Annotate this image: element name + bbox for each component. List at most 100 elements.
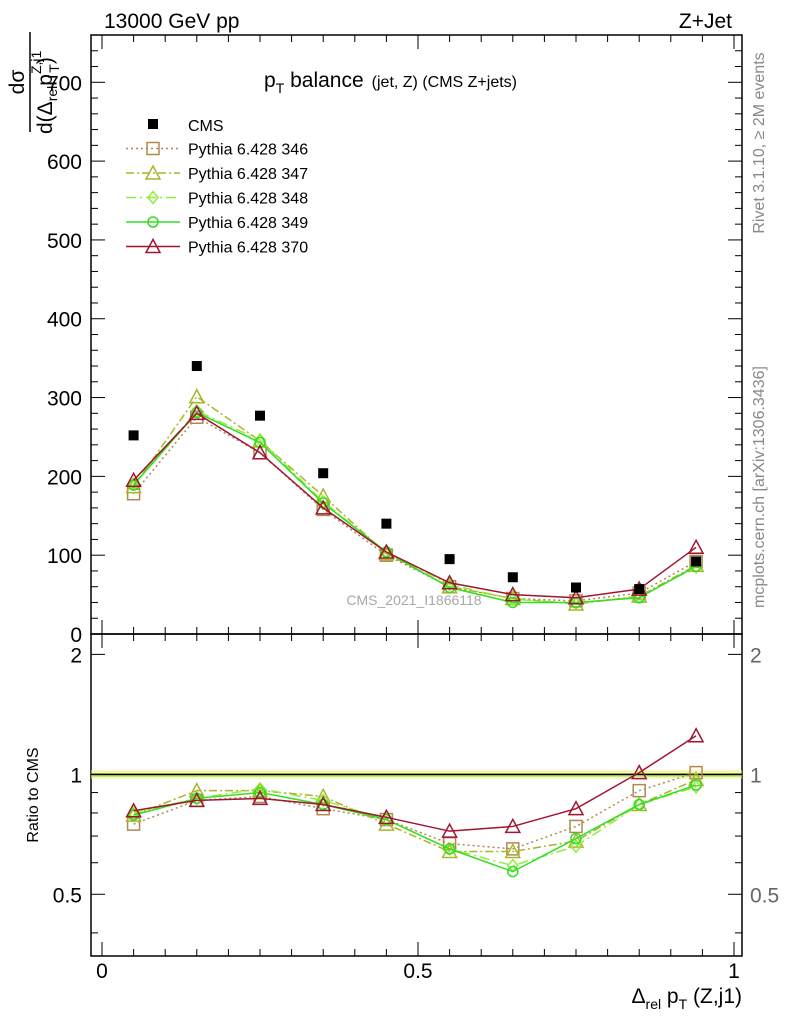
y-axis-label-bottom: Ratio to CMS [25, 747, 42, 842]
y-tick-label-top: 200 [47, 466, 82, 489]
legend-label: Pythia 6.428 349 [188, 215, 308, 232]
series-point-top [507, 596, 519, 609]
data-point [691, 556, 702, 567]
series-line-ratio [133, 784, 697, 873]
y-tick-label-top: 100 [47, 545, 82, 568]
series-point-ratio [506, 842, 520, 856]
y-tick-label-bottom-right: 1 [750, 764, 762, 787]
x-tick-label: 0 [96, 960, 108, 983]
x-tick-label: 0.5 [403, 960, 432, 983]
series-point-ratio [317, 793, 330, 808]
data-point [507, 572, 518, 583]
series-point-ratio [251, 789, 269, 806]
series-point-ratio [188, 791, 206, 808]
series-line-top [133, 410, 697, 605]
legend-label: Pythia 6.428 370 [188, 240, 308, 257]
series-line-top [132, 395, 697, 605]
y-tick-label-bottom-right: 0.5 [750, 884, 779, 907]
legend-label-data: CMS [188, 118, 224, 135]
series-point-top [125, 471, 142, 488]
series-1 [126, 410, 703, 856]
legend-marker [144, 164, 162, 180]
data-layer [128, 361, 702, 595]
series-point-top [506, 592, 519, 607]
series-point-ratio [569, 819, 583, 834]
series-line-ratio [133, 786, 697, 867]
header-energy: 13000 GeV pp [104, 10, 239, 33]
legend-label: Pythia 6.428 347 [188, 166, 308, 183]
series-point-ratio [443, 843, 456, 855]
data-point [255, 410, 265, 421]
series-point-top [380, 546, 393, 558]
header-process: Z+Jet [679, 10, 732, 33]
series-line-top [133, 411, 697, 604]
series-point-ratio [690, 779, 703, 795]
series-point-ratio [567, 800, 585, 816]
series-point-ratio [190, 791, 203, 806]
series-point-ratio [630, 764, 648, 780]
series-point-ratio [378, 808, 395, 825]
y-tick-label-bottom: 1 [70, 764, 82, 787]
legend-label: Pythia 6.428 348 [188, 191, 308, 208]
y-tick-label-top: 600 [47, 151, 82, 174]
data-point [444, 554, 455, 565]
series-point-ratio [633, 797, 646, 812]
y-tick-label-top: 300 [47, 388, 82, 411]
data-point [191, 361, 202, 372]
series-point-ratio [254, 786, 266, 799]
y-tick-label-top: 700 [47, 72, 82, 95]
series-point-top [570, 596, 582, 611]
series-2 [125, 388, 705, 859]
series-point-top [126, 486, 141, 501]
y-tick-label-bottom-right: 2 [750, 644, 762, 667]
series-point-ratio [441, 822, 458, 838]
bottom-plot-frame [90, 633, 743, 957]
series-point-ratio [504, 817, 522, 834]
series-point-top [567, 589, 585, 605]
series-point-top [314, 499, 332, 515]
series-point-top [254, 436, 266, 449]
series-line-ratio [133, 735, 697, 832]
axes: 0 0.5 1 0 100 200 300 400 500 600 700 0.5 0.5 1 1 2 2 [47, 35, 779, 983]
series-point-ratio [687, 727, 705, 743]
data-point [571, 582, 581, 593]
series-point-ratio [188, 782, 206, 798]
series-line-top [133, 416, 697, 602]
series-point-ratio [690, 779, 702, 791]
series-4 [127, 406, 702, 878]
series-point-ratio [254, 781, 266, 796]
y-tick-label-bottom: 2 [70, 644, 82, 667]
x-axis-label: Δrel pT (Z,j1) [632, 985, 743, 1012]
series-point-ratio [570, 832, 582, 845]
series-point-ratio [314, 787, 332, 804]
series-point-ratio [633, 798, 645, 811]
series-point-ratio [689, 765, 703, 780]
legend-label: Pythia 6.428 346 [188, 142, 308, 159]
watermark: CMS_2021_I1866118 [346, 592, 481, 608]
data-point [318, 468, 329, 479]
series-point-ratio [125, 802, 142, 818]
legend-marker [147, 190, 159, 205]
series-point-ratio [504, 842, 522, 859]
series-point-ratio [507, 865, 519, 878]
series-point-top [188, 388, 206, 404]
ylabel-denominator: d(ΔrelpZ,j1 T) [28, 50, 62, 134]
series-point-top [687, 538, 705, 555]
side-label-mcplots: mcplots.cern.ch [arXiv:1306.3436] [751, 366, 768, 608]
data-point [381, 518, 392, 529]
legend-marker-data [148, 119, 158, 129]
x-tick-label: 1 [728, 960, 740, 983]
plot-title: pT balance (jet, Z) (CMS Z+jets) [264, 69, 517, 96]
series-layer [125, 388, 705, 878]
y-axis-label-top: dσ d(ΔrelpZ,j1 T) [6, 32, 62, 134]
series-point-ratio [314, 795, 332, 812]
legend-marker [146, 141, 160, 156]
series-point-top [251, 444, 269, 460]
series-point-top [504, 586, 522, 602]
series-point-top [378, 543, 395, 559]
data-point [128, 430, 139, 441]
ylabel-numerator: dσ [6, 70, 29, 95]
series-line-top [133, 412, 697, 599]
legend-marker [144, 237, 162, 254]
